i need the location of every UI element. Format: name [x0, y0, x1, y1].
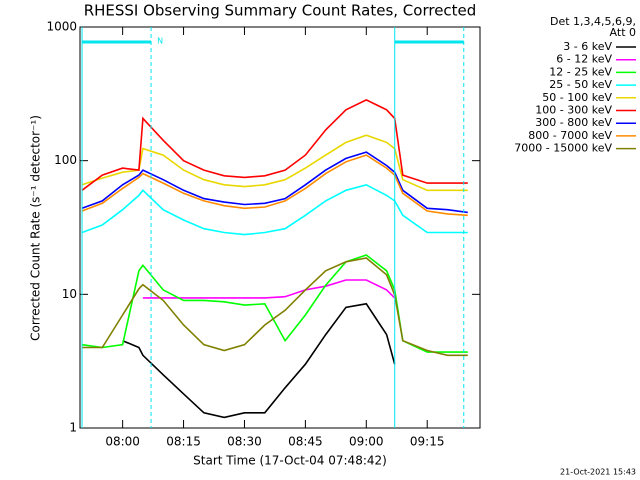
interval-label: N	[157, 37, 163, 46]
series-line	[142, 279, 396, 299]
legend-header: Det 1,3,4,5,6,9,	[550, 15, 636, 28]
y-tick-label: 1	[69, 421, 77, 435]
series-line	[122, 302, 396, 419]
legend-label: 7000 - 15000 keV	[514, 142, 612, 155]
x-tick-label: 09:00	[349, 435, 384, 449]
legend-label: 50 - 100 keV	[542, 91, 612, 104]
legend-header: Att 0	[610, 26, 636, 39]
legend-label: 3 - 6 keV	[563, 40, 612, 53]
y-tick-label: 100	[54, 153, 77, 167]
series-line	[81, 154, 468, 217]
legend-label: 25 - 50 keV	[549, 78, 612, 91]
series-line	[81, 183, 468, 236]
y-tick-label: 10	[62, 287, 77, 301]
chart-title: RHESSI Observing Summary Count Rates, Co…	[84, 2, 477, 20]
legend-label: 300 - 800 keV	[535, 116, 612, 129]
x-tick-label: 08:15	[166, 435, 201, 449]
x-tick-label: 08:45	[288, 435, 323, 449]
y-axis-label: Corrected Count Rate (s⁻¹ detector⁻¹)	[29, 115, 43, 341]
series-line	[82, 257, 468, 357]
x-tick-label: 08:30	[227, 435, 262, 449]
footer: 21-Oct-2021 15:43	[560, 468, 636, 477]
x-tick-label: 08:00	[105, 435, 140, 449]
series-line	[81, 134, 468, 192]
series-line	[81, 99, 468, 191]
series-line	[81, 151, 468, 214]
legend-label: 800 - 7000 keV	[528, 129, 612, 142]
legend-label: 100 - 300 keV	[535, 104, 612, 117]
x-axis-label: Start Time (17-Oct-04 07:48:42)	[193, 454, 387, 468]
y-tick-label: 1000	[46, 20, 77, 34]
x-tick-label: 09:15	[410, 435, 445, 449]
legend-label: 12 - 25 keV	[549, 65, 612, 78]
legend-label: 6 - 12 keV	[556, 53, 612, 66]
plot-frame	[79, 26, 481, 429]
series-line	[81, 254, 468, 353]
